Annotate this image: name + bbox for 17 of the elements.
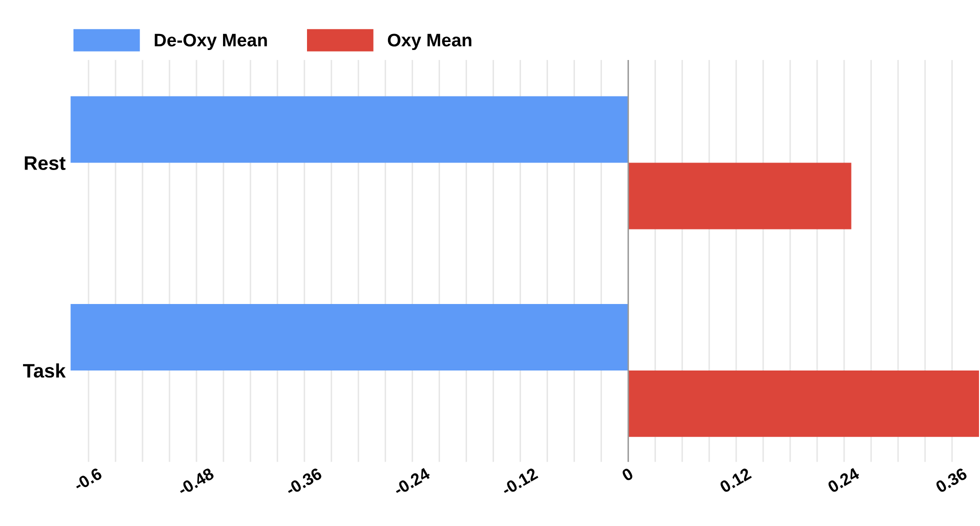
y-tick-label: Task [23,363,66,378]
legend-label: Oxy Mean [388,34,472,50]
x-tick-label: -0.24 [392,467,431,496]
x-tick-label: 0.36 [934,467,968,494]
bar [70,304,628,370]
bar [628,370,980,437]
legend-label: De-Oxy Mean [154,34,267,50]
x-tick-label: 0 [621,467,634,482]
bar [628,162,852,230]
y-tick-label: Rest [24,156,66,170]
bar [70,96,628,163]
x-tick-label: -0.48 [176,467,215,496]
x-tick-label: -0.36 [284,467,323,496]
x-tick-label: 0.12 [719,467,752,494]
x-tick-label: -0.12 [500,467,538,496]
x-tick-label: -0.6 [73,467,103,492]
x-tick-label: 0.24 [826,467,860,494]
